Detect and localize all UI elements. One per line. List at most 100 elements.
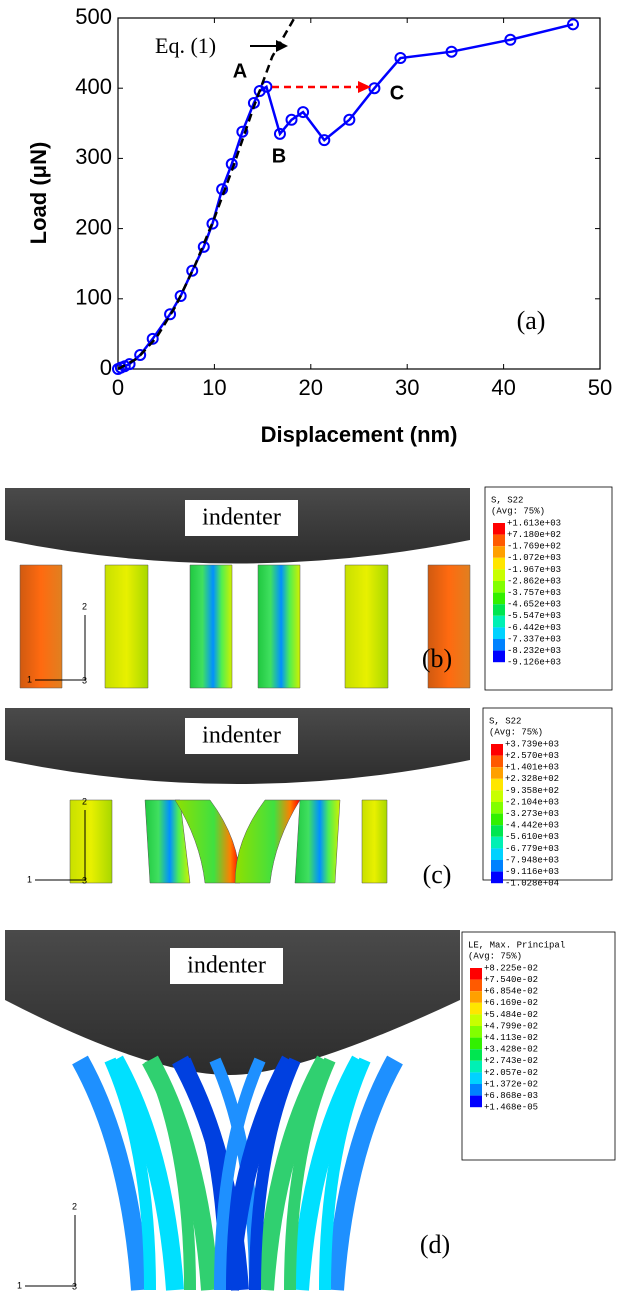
legend-swatch: [493, 523, 505, 535]
triad-label: 1: [27, 674, 32, 684]
series-line: [118, 18, 294, 369]
pillar: [295, 800, 340, 883]
x-axis-label: Displacement (nm): [261, 422, 458, 447]
legend-value: -4.442e+03: [505, 821, 559, 831]
legend-swatch: [491, 848, 503, 860]
legend-subtitle: (Avg: 75%): [489, 727, 543, 737]
pillar: [20, 565, 62, 688]
legend-value: +3.739e+03: [505, 739, 559, 749]
indenter-label: indenter: [202, 723, 281, 749]
legend-value: -1.967e+03: [507, 565, 561, 575]
legend-swatch: [491, 744, 503, 756]
legend-swatch: [470, 1014, 482, 1026]
x-tick-label: 10: [202, 375, 226, 400]
legend-value: -5.547e+03: [507, 611, 561, 621]
legend-swatch: [491, 837, 503, 849]
legend-value: +2.743e-02: [484, 1056, 538, 1066]
legend-swatch: [470, 1026, 482, 1038]
legend-swatch: [493, 569, 505, 581]
legend-value: -3.757e+03: [507, 588, 561, 598]
legend-subtitle: (Avg: 75%): [468, 951, 522, 961]
legend-value: -2.104e+03: [505, 797, 559, 807]
annotation: C: [390, 82, 404, 104]
legend-value: +4.113e-02: [484, 1033, 538, 1043]
legend-swatch: [470, 991, 482, 1003]
triad-label: 3: [82, 675, 87, 685]
panel-label: (d): [420, 1230, 450, 1259]
triad-label: 1: [27, 874, 32, 884]
x-tick-label: 40: [491, 375, 515, 400]
figure: 010020030040050001020304050Displacement …: [0, 0, 618, 1299]
x-tick-label: 50: [588, 375, 612, 400]
legend-value: +7.540e-02: [484, 975, 538, 985]
legend-value: +7.180e+02: [507, 530, 561, 540]
legend-value: -3.273e+03: [505, 809, 559, 819]
legend-swatch: [493, 535, 505, 547]
triad-label: 3: [82, 875, 87, 885]
legend-swatch: [470, 1049, 482, 1061]
x-tick-label: 0: [112, 375, 124, 400]
legend-value: +2.057e-02: [484, 1068, 538, 1078]
legend-swatch: [491, 790, 503, 802]
legend-value: -2.862e+03: [507, 576, 561, 586]
legend-swatch: [491, 860, 503, 872]
legend-value: +6.169e-02: [484, 998, 538, 1008]
legend-title: LE, Max. Principal: [468, 940, 565, 950]
legend-title: S, S22: [491, 495, 523, 505]
triad-label: 3: [72, 1281, 77, 1291]
pillar: [345, 565, 388, 688]
legend-value: +1.468e-05: [484, 1103, 538, 1113]
legend-value: +6.868e-03: [484, 1091, 538, 1101]
legend-value: +1.613e+03: [507, 518, 561, 528]
legend-swatch: [493, 616, 505, 628]
legend-subtitle: (Avg: 75%): [491, 506, 545, 516]
legend-swatch: [493, 593, 505, 605]
legend-value: -7.948e+03: [505, 855, 559, 865]
legend-value: -1.072e+03: [507, 553, 561, 563]
y-tick-label: 200: [75, 214, 112, 239]
legend-swatch: [470, 968, 482, 980]
triad-label: 2: [82, 601, 87, 611]
legend-swatch: [493, 581, 505, 593]
legend-value: +1.401e+03: [505, 763, 559, 773]
pillar: [105, 565, 148, 688]
legend-swatch: [493, 627, 505, 639]
x-tick-label: 30: [395, 375, 419, 400]
legend-swatch: [493, 546, 505, 558]
legend-swatch: [470, 980, 482, 992]
legend-swatch: [470, 1038, 482, 1050]
series-line: [118, 24, 573, 369]
legend-swatch: [493, 604, 505, 616]
legend-swatch: [470, 1072, 482, 1084]
legend-value: -1.769e+02: [507, 542, 561, 552]
legend-value: -6.779e+03: [505, 844, 559, 854]
legend-value: -9.358e+02: [505, 786, 559, 796]
legend-value: +5.484e-02: [484, 1010, 538, 1020]
legend-swatch: [491, 814, 503, 826]
y-axis-label: Load (μN): [26, 142, 51, 245]
annotation: Eq. (1): [155, 33, 216, 58]
legend-swatch: [493, 639, 505, 651]
y-tick-label: 300: [75, 144, 112, 169]
legend-swatch: [491, 802, 503, 814]
y-tick-label: 400: [75, 74, 112, 99]
legend-title: S, S22: [489, 716, 521, 726]
legend-value: -9.126e+03: [507, 658, 561, 668]
annotation: (a): [517, 306, 546, 335]
legend-swatch: [470, 1061, 482, 1073]
y-tick-label: 0: [100, 355, 112, 380]
panel-label: (b): [422, 644, 452, 673]
pillar: [362, 800, 387, 883]
y-tick-label: 100: [75, 285, 112, 310]
legend-swatch: [470, 1003, 482, 1015]
legend-swatch: [491, 872, 503, 884]
page: 010020030040050001020304050Displacement …: [0, 0, 618, 1299]
triad-label: 1: [17, 1280, 22, 1290]
legend-swatch: [491, 825, 503, 837]
legend-swatch: [491, 779, 503, 791]
indenter-label: indenter: [187, 953, 266, 979]
legend-value: -8.232e+03: [507, 646, 561, 656]
indenter-label: indenter: [202, 505, 281, 531]
x-tick-label: 20: [299, 375, 323, 400]
pillar: [258, 565, 300, 688]
